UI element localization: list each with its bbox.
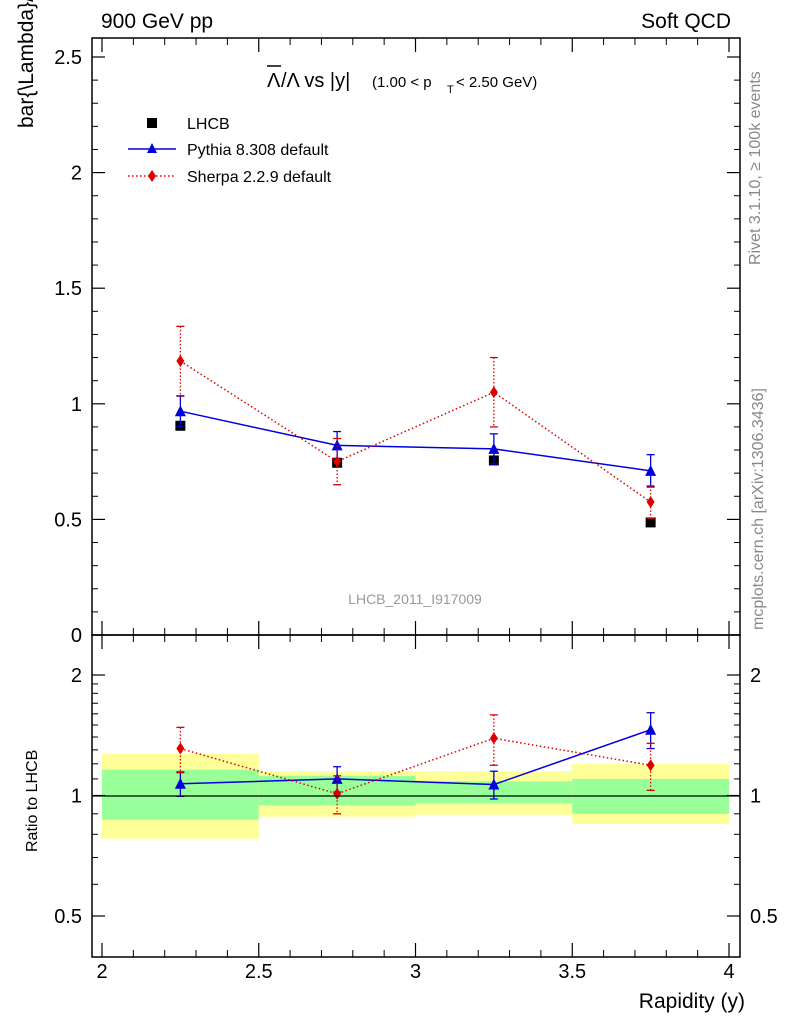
ratio-plot-frame <box>91 634 741 958</box>
ratio-point-sherpa <box>333 787 342 800</box>
ratio-point-pythia <box>331 772 343 784</box>
ratio-data-series <box>174 712 657 815</box>
main-ytick-label: 2.5 <box>54 47 82 69</box>
ratio-ytick-label-left: 1 <box>71 786 82 808</box>
main-point-sherpa <box>176 355 185 368</box>
xtick-label: 3.5 <box>558 961 586 983</box>
ratio-y-axis-label: Ratio to LHCB <box>24 750 41 852</box>
header-right-label: Soft QCD <box>641 10 731 33</box>
xtick-label: 4 <box>723 961 734 983</box>
main-line-sherpa <box>179 360 652 503</box>
main-point-sherpa <box>333 455 342 468</box>
x-axis-label: Rapidity (y) <box>639 990 745 1013</box>
legend-marker-pythia <box>147 143 157 153</box>
analysis-watermark: LHCB_2011_I917009 <box>348 591 482 607</box>
main-ytick-label: 1.5 <box>54 278 82 300</box>
legend-label-sherpa: Sherpa 2.2.9 default <box>187 169 332 186</box>
xtick-label: 2.5 <box>245 961 273 983</box>
main-axis-ticks: 0.5 1 1.5 2 2.5 0 <box>54 47 740 647</box>
rivet-version-label: Rivet 3.1.10, ≥ 100k events <box>747 71 764 265</box>
main-ytick-label: 0.5 <box>54 509 82 531</box>
main-point-pythia <box>645 464 657 476</box>
legend-label-lhcb: LHCB <box>187 116 230 133</box>
ratio-line-sherpa <box>180 737 651 795</box>
ratio-line-pythia <box>180 729 651 786</box>
ratio-point-pythia <box>174 777 186 789</box>
legend-label-pythia: Pythia 8.308 default <box>187 142 329 159</box>
legend-marker-lhcb <box>147 118 157 128</box>
main-point-pythia <box>174 405 186 417</box>
main-point-pythia <box>331 439 343 451</box>
ratio-ytick-label-left: 2 <box>71 665 82 687</box>
main-ytick-label: 2 <box>71 163 82 185</box>
ratio-ytick-label-right: 0.5 <box>750 906 778 928</box>
main-ytick-label: 0 <box>71 625 82 647</box>
title-main-part: /Λ vs |y| <box>281 70 350 92</box>
main-plot-title: Λ /Λ vs |y| (1.00 < p T < 2.50 GeV) <box>267 65 537 96</box>
ratio-point-pythia <box>488 778 500 790</box>
ratio-point-sherpa <box>176 742 185 755</box>
ratio-point-sherpa <box>489 732 498 745</box>
main-point-sherpa <box>646 496 655 509</box>
title-range-close: < 2.50 GeV) <box>456 74 537 91</box>
legend: LHCB Pythia 8.308 default Sherpa 2.2.9 d… <box>128 116 332 186</box>
main-line-pythia <box>180 410 651 472</box>
xtick-label: 2 <box>96 961 107 983</box>
main-point-lhcb <box>645 517 656 528</box>
main-ytick-label: 1 <box>71 394 82 416</box>
mcplots-label: mcplots.cern.ch [arXiv:1306.3436] <box>750 388 767 630</box>
ratio-ytick-label-right: 1 <box>750 786 761 808</box>
ratio-ytick-label-right: 2 <box>750 665 761 687</box>
main-point-pythia <box>488 442 500 454</box>
title-lambda-bar: Λ <box>267 70 281 92</box>
main-data-series <box>174 325 657 528</box>
ratio-ytick-label-left: 0.5 <box>54 906 82 928</box>
ratio-point-sherpa <box>646 759 655 772</box>
main-y-axis-label: bar{\Lambda}/\Lambda <box>15 0 38 128</box>
ratio-axis-ticks: 2 2.5 3 3.5 4 0.5 0.5 1 1 2 2 <box>54 38 778 983</box>
legend-marker-sherpa <box>148 170 156 182</box>
xtick-label: 3 <box>410 961 421 983</box>
header-left-label: 900 GeV pp <box>101 10 213 33</box>
ratio-point-pythia <box>645 723 657 735</box>
title-pt-subscript: T <box>447 84 454 96</box>
title-range-open: (1.00 < p <box>372 74 432 91</box>
main-point-sherpa <box>489 386 498 399</box>
